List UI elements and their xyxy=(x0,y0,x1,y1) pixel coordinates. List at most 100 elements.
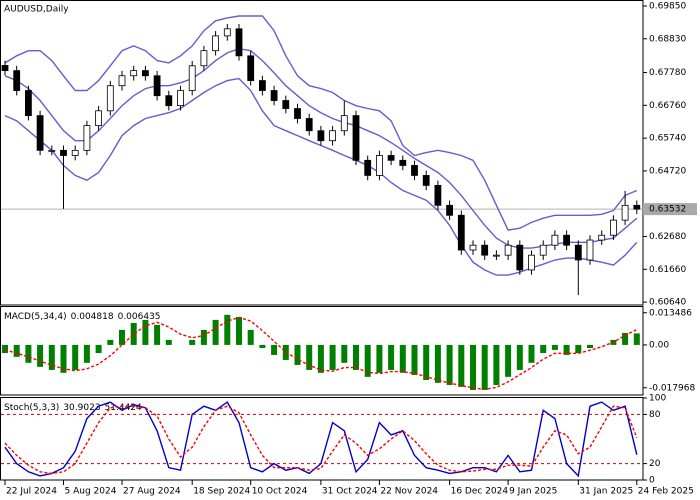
macd-bar xyxy=(575,344,582,354)
candle-body xyxy=(235,28,243,57)
candle-body xyxy=(621,204,629,221)
candle-body xyxy=(469,244,477,251)
candle-body xyxy=(13,70,21,91)
macd-bar xyxy=(154,324,161,345)
macd-bar xyxy=(329,344,336,370)
candle-body xyxy=(71,149,79,156)
candle-body xyxy=(457,214,465,251)
macd-bar xyxy=(411,344,418,375)
candle-body xyxy=(539,244,547,256)
x-tick-label: 5 Aug 2024 xyxy=(65,487,117,497)
macd-bar xyxy=(200,329,207,345)
macd-panel xyxy=(0,306,644,396)
price-panel xyxy=(0,0,644,306)
macd-bar xyxy=(48,344,55,370)
candle-body xyxy=(258,80,266,91)
band-line xyxy=(4,47,638,249)
macd-bar xyxy=(95,344,102,354)
macd-bar xyxy=(247,329,254,345)
macd-bar xyxy=(2,344,8,354)
macd-bar xyxy=(341,344,348,363)
candle-body xyxy=(177,90,184,107)
k-value: 30.9023 xyxy=(63,403,100,413)
y-tick-label: 0.65740 xyxy=(649,134,686,144)
macd-bar xyxy=(470,344,476,390)
macd-bar xyxy=(130,322,137,345)
macd-bar xyxy=(458,344,465,387)
y-tick-label: 100 xyxy=(649,394,666,404)
x-tick-label: 31 Oct 2024 xyxy=(322,487,378,497)
macd-bar xyxy=(563,344,570,355)
y-tick-label: 0.013486 xyxy=(649,308,692,318)
macd-bar xyxy=(83,344,90,363)
macd-bar xyxy=(142,319,149,345)
candle-body xyxy=(586,239,594,261)
macd-bar xyxy=(119,329,125,345)
candle-body xyxy=(294,108,301,119)
macd-bar xyxy=(434,344,441,383)
candle-body xyxy=(60,149,67,156)
x-tick-label: 22 Nov 2024 xyxy=(380,487,438,497)
candle-body xyxy=(446,204,454,216)
macd-bar xyxy=(259,344,266,349)
candle-body xyxy=(598,234,606,241)
x-tick-label: 9 Jan 2025 xyxy=(509,487,557,497)
macd-bar xyxy=(540,344,547,354)
candle-body xyxy=(270,90,278,101)
x-tick-label: 22 Jul 2024 xyxy=(6,487,57,497)
macd-bar xyxy=(189,339,196,345)
candle-body xyxy=(130,70,138,77)
candle-body xyxy=(153,75,161,97)
macd-bar xyxy=(60,344,67,373)
macd-bar xyxy=(165,339,172,345)
candle-body xyxy=(551,234,559,246)
candle-body xyxy=(352,115,360,161)
macd-bar xyxy=(236,317,242,345)
macd-bar xyxy=(72,344,79,370)
x-tick-label: 27 Aug 2024 xyxy=(123,487,181,497)
y-tick-label: 0.60640 xyxy=(649,298,686,308)
macd-value: 0.004818 xyxy=(71,312,114,322)
x-tick-label: 31 Jan 2025 xyxy=(579,487,633,497)
y-tick-label: -0.017968 xyxy=(649,383,695,393)
macd-bar xyxy=(551,344,558,350)
x-tick-label: 16 Dec 2024 xyxy=(451,487,509,497)
candle-body xyxy=(492,254,500,257)
signal-value: 0.006435 xyxy=(118,312,161,322)
macd-bar xyxy=(353,344,359,370)
y-tick-label: 0.66760 xyxy=(649,101,686,111)
macd-bar xyxy=(622,332,629,345)
macd-bar xyxy=(481,344,488,390)
price-title: AUDUSD,Daily xyxy=(4,5,69,15)
candle-body xyxy=(399,159,407,166)
candle-body xyxy=(118,75,126,87)
candle-body xyxy=(305,118,313,132)
candle-body xyxy=(165,95,173,107)
macd-bar xyxy=(633,333,640,345)
macd-bar xyxy=(505,344,512,377)
candle-body xyxy=(36,115,44,151)
candle-body xyxy=(434,184,442,206)
y-tick-label: 0.62680 xyxy=(649,232,686,242)
macd-bar xyxy=(587,344,593,349)
macd-bar xyxy=(294,344,301,365)
stoch-panel xyxy=(0,397,644,481)
x-tick-label: 24 Feb 2025 xyxy=(638,487,694,497)
candle-body xyxy=(329,130,337,142)
candle-body xyxy=(212,35,220,52)
candle-body xyxy=(528,254,535,271)
candle-body xyxy=(282,100,290,109)
macd-bar xyxy=(399,344,406,373)
candle-body xyxy=(95,110,102,126)
candle-body xyxy=(387,155,395,161)
macd-title: MACD(5,34,4) 0.004818 0.006435 xyxy=(4,312,161,322)
macd-bar xyxy=(493,344,500,385)
candle-body xyxy=(83,125,91,151)
candle-body xyxy=(141,70,149,77)
candle-body xyxy=(24,90,32,117)
macd-bar xyxy=(364,344,371,377)
macd-bar xyxy=(528,344,535,363)
y-tick-label: 0 xyxy=(649,476,655,486)
